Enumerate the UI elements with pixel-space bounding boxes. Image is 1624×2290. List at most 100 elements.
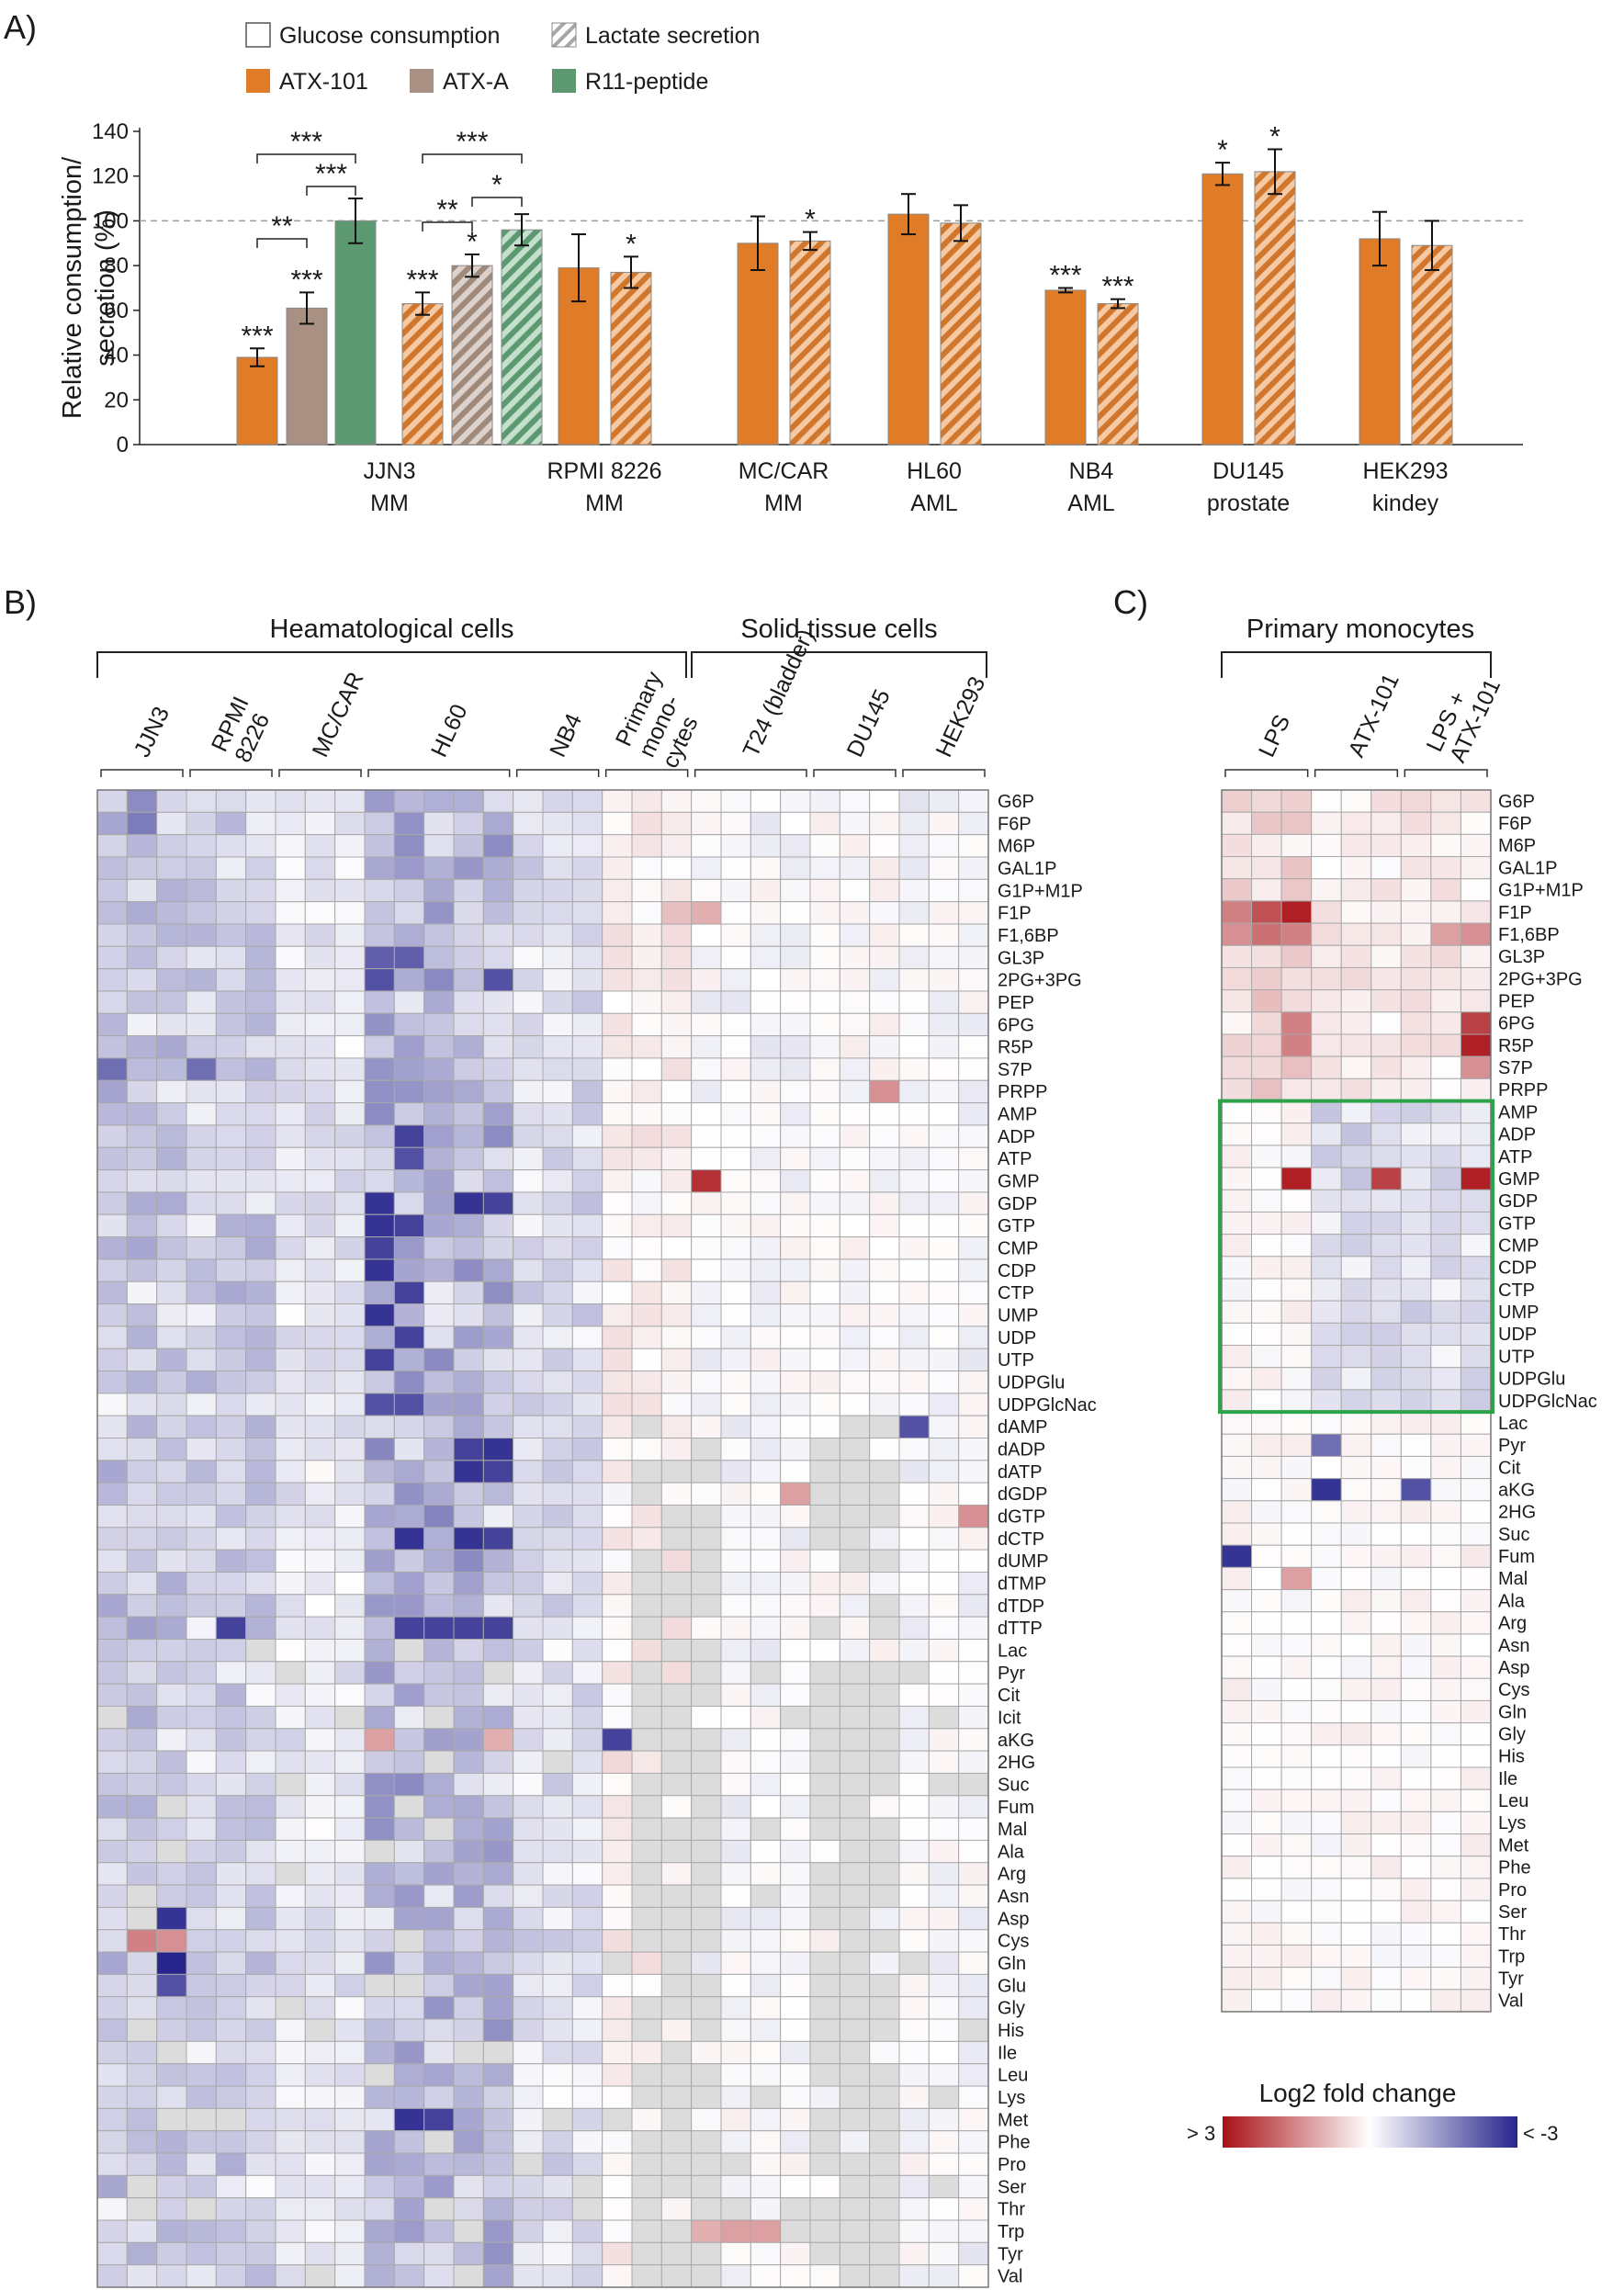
colorbar-gradient	[1223, 2116, 1517, 2148]
heatmap-cell	[720, 2219, 751, 2243]
heatmap-cell	[275, 1438, 306, 1461]
heatmap-cell	[1221, 1677, 1253, 1701]
heatmap-cell	[275, 1482, 306, 1506]
heatmap-cell	[393, 1035, 425, 1059]
heatmap-cell	[482, 1057, 514, 1081]
heatmap-cell	[1460, 878, 1492, 902]
heatmap-cell	[1340, 944, 1372, 968]
heatmap-cell	[660, 2219, 693, 2243]
heatmap-cell	[1311, 1833, 1342, 1857]
heatmap-cell	[1311, 1611, 1342, 1635]
heatmap-cell	[126, 2264, 158, 2288]
heatmap-cell	[869, 2174, 900, 2199]
heatmap-cell	[334, 2219, 366, 2243]
heatmap-cell	[364, 2040, 395, 2065]
heatmap-cell	[156, 2264, 187, 2288]
heatmap-cell	[334, 1862, 366, 1886]
heatmap-cell	[126, 2241, 158, 2266]
heatmap-cell	[1430, 1788, 1461, 1812]
colorbar-low-label: < -3	[1523, 2122, 1559, 2145]
heatmap-cell	[126, 1348, 158, 1372]
heatmap-cell	[334, 2264, 366, 2288]
heatmap-cell	[869, 1460, 900, 1483]
comparison-label: **	[271, 211, 293, 242]
heatmap-cell	[245, 1505, 276, 1529]
heatmap-cell	[245, 945, 276, 970]
heatmap-cell	[780, 1772, 811, 1797]
heatmap-cell	[1311, 1722, 1342, 1746]
heatmap-cell	[334, 1035, 366, 1059]
heatmap-cell	[126, 856, 158, 880]
heatmap-cell	[334, 878, 366, 903]
heatmap-cell	[720, 1213, 751, 1238]
heatmap-cell	[691, 1705, 722, 1730]
heatmap-cell	[571, 1393, 603, 1416]
heatmap-cell	[602, 1795, 633, 1819]
heatmap-cell	[364, 1460, 395, 1483]
heatmap-cell	[1221, 1433, 1253, 1457]
row-label-amp: AMP	[998, 1105, 1037, 1125]
heatmap-cell	[809, 1236, 840, 1260]
row-label-g6p: G6P	[1498, 792, 1535, 812]
heatmap-cell	[186, 1035, 217, 1059]
heatmap-cell	[1221, 833, 1253, 858]
heatmap-cell	[660, 1661, 693, 1685]
heatmap-cell	[186, 2063, 217, 2087]
heatmap-cell	[839, 1415, 871, 1439]
heatmap-cell	[1430, 1611, 1461, 1635]
heatmap-cell	[156, 1012, 187, 1037]
heatmap-cell	[245, 811, 276, 836]
heatmap-cell	[453, 2130, 484, 2154]
heatmap-cell	[839, 1169, 871, 1193]
heatmap-cell	[1370, 1300, 1402, 1324]
heatmap-cell	[215, 856, 247, 880]
heatmap-cell	[1460, 1345, 1492, 1369]
heatmap-cell	[602, 2018, 633, 2042]
heatmap-cell	[1460, 1033, 1492, 1057]
heatmap-cell	[691, 1236, 722, 1260]
heatmap-cell	[1400, 1411, 1432, 1435]
heatmap-cell	[423, 1213, 455, 1238]
heatmap-cell	[275, 1594, 306, 1618]
heatmap-cell	[928, 1594, 960, 1618]
heatmap-cell	[958, 1303, 989, 1327]
heatmap-cell	[839, 1102, 871, 1126]
comparison-label: ***	[456, 127, 488, 157]
heatmap-cell	[186, 2197, 217, 2221]
heatmap-cell	[364, 1057, 395, 1081]
heatmap-cell	[245, 1705, 276, 1730]
row-label-leu: Leu	[1498, 1791, 1528, 1811]
y-tick-label: 100	[92, 209, 129, 233]
heatmap-cell	[1311, 1367, 1342, 1391]
heatmap-cell	[809, 2130, 840, 2154]
heatmap-cell	[453, 1057, 484, 1081]
heatmap-cell	[660, 1415, 693, 1439]
heatmap-cell	[1460, 1922, 1492, 1946]
significance-label: ***	[1049, 261, 1081, 291]
cell-line-label-line: HL60	[426, 701, 473, 761]
heatmap-cell	[809, 2107, 840, 2132]
cell-line-label-du145: DU145	[842, 685, 896, 761]
heatmap-cell	[869, 1571, 900, 1596]
heatmap-cell	[215, 2018, 247, 2042]
heatmap-cell	[1460, 1167, 1492, 1190]
heatmap-cell	[750, 2107, 782, 2132]
heatmap-cell	[215, 1996, 247, 2020]
heatmap-cell	[393, 2241, 425, 2266]
heatmap-cell	[571, 1616, 603, 1640]
heatmap-cell	[1251, 966, 1282, 991]
heatmap-cell	[660, 1079, 693, 1104]
heatmap-cell	[96, 2130, 128, 2154]
heatmap-cell	[245, 2174, 276, 2199]
heatmap-cell	[809, 1549, 840, 1573]
heatmap-cell	[245, 1460, 276, 1483]
heatmap-cell	[928, 968, 960, 992]
heatmap-cell	[364, 2085, 395, 2109]
heatmap-cell	[1280, 1744, 1313, 1768]
heatmap-cell	[720, 2241, 751, 2266]
heatmap-cell	[1460, 1500, 1492, 1524]
heatmap-cell	[660, 2018, 693, 2042]
heatmap-cell	[453, 1594, 484, 1618]
heatmap-cell	[334, 1236, 366, 1260]
heatmap-cell	[958, 1839, 989, 1864]
